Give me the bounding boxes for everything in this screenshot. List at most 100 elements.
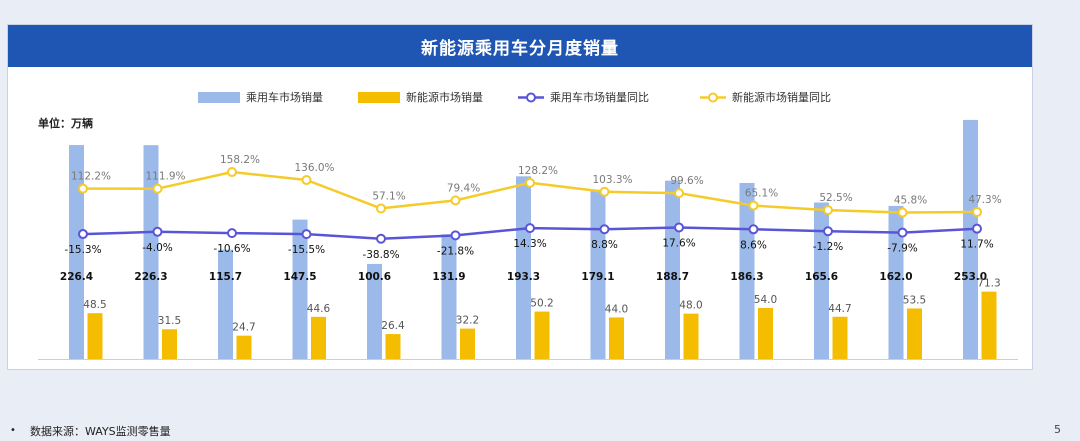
bar-passenger-label-5: 100.6	[358, 271, 391, 283]
passenger-yoy-label-4: -15.5%	[288, 244, 325, 256]
bar-passenger-label-1: 226.4	[60, 271, 93, 283]
legend-swatch-2	[358, 92, 400, 103]
passenger-yoy-point-1	[78, 229, 88, 240]
legend-label-3: 乘用车市场销量同比	[550, 90, 649, 104]
passenger-yoy-point-4	[301, 229, 312, 240]
legend-marker-3	[526, 92, 536, 103]
unit-label: 单位：万辆	[38, 116, 93, 130]
bar-passenger-label-4: 147.5	[283, 271, 316, 283]
nev-yoy-label-2: 111.9%	[145, 171, 185, 183]
bar-passenger-label-10: 186.3	[730, 271, 763, 283]
nev-yoy-point-13	[972, 206, 982, 217]
bar-passenger-label-9: 188.7	[656, 271, 689, 283]
nev-yoy-label-7: 128.2%	[518, 165, 558, 177]
nev-yoy-label-10: 65.1%	[745, 188, 778, 200]
bar-nev-6	[460, 328, 475, 359]
page-number: 5	[1054, 423, 1061, 436]
bar-nev-label-8: 44.0	[605, 303, 628, 315]
bar-nev-1	[87, 313, 103, 359]
passenger-yoy-label-9: 17.6%	[662, 237, 695, 249]
legend-label-4: 新能源市场销量同比	[732, 90, 831, 104]
bar-passenger-label-8: 179.1	[581, 271, 614, 283]
bar-nev-11	[832, 316, 848, 359]
bar-passenger-label-6: 131.9	[432, 271, 465, 283]
bar-nev-label-3: 24.7	[232, 322, 255, 334]
bar-passenger-5	[367, 263, 382, 359]
nev-yoy-point-10	[748, 200, 759, 211]
bar-passenger-label-11: 165.6	[805, 271, 838, 283]
nev-yoy-point-6	[450, 195, 461, 206]
bar-nev-13	[981, 291, 997, 359]
bar-nev-label-10: 54.0	[754, 294, 777, 306]
nev-yoy-point-3	[227, 167, 237, 178]
bar-passenger-label-3: 115.7	[209, 271, 242, 283]
nev-yoy-point-7	[525, 177, 535, 188]
bar-passenger-6	[441, 234, 457, 359]
passenger-yoy-point-7	[525, 223, 535, 234]
bar-nev-label-11: 44.7	[828, 303, 851, 315]
bar-nev-2	[162, 329, 177, 359]
bar-nev-4	[311, 316, 326, 359]
bar-nev-label-2: 31.5	[158, 315, 181, 327]
bar-passenger-7	[516, 176, 531, 359]
passenger-yoy-point-11	[823, 226, 833, 237]
bar-passenger-9	[665, 180, 680, 359]
passenger-yoy-label-7: 14.3%	[513, 238, 546, 250]
legend-marker-4	[708, 92, 718, 103]
bar-passenger-2	[143, 145, 159, 359]
passenger-yoy-point-9	[674, 222, 684, 233]
bar-nev-9	[683, 313, 699, 359]
passenger-yoy-label-1: -15.3%	[64, 244, 101, 256]
passenger-yoy-label-13: 11.7%	[960, 239, 993, 251]
chart-panel: 新能源乘用车分月度销量 乘用车市场销量 新能源市场销量 乘用车市场销量同比 新能源市场…	[7, 24, 1033, 370]
passenger-yoy-point-10	[748, 224, 759, 235]
data-source-note: 数据来源：WAYS监测零售量	[30, 425, 171, 438]
bar-nev-label-6: 32.2	[456, 315, 479, 327]
nev-yoy-point-12	[897, 207, 908, 218]
bar-nev-7	[534, 311, 550, 359]
passenger-yoy-label-8: 8.8%	[591, 239, 618, 251]
legend-label-1: 乘用车市场销量	[246, 90, 323, 104]
bar-passenger-4	[292, 219, 308, 359]
nev-yoy-label-3: 158.2%	[220, 154, 260, 166]
passenger-yoy-label-10: 8.6%	[740, 239, 767, 251]
bar-passenger-13	[963, 119, 978, 359]
chart-title-bar: 新能源乘用车分月度销量	[8, 25, 1032, 67]
footer-bullet: •	[10, 425, 16, 436]
nev-yoy-point-9	[674, 188, 684, 199]
bar-nev-5	[385, 334, 401, 359]
passenger-yoy-point-2	[152, 226, 163, 237]
bar-passenger-3	[218, 249, 233, 359]
passenger-yoy-label-2: -4.0%	[142, 242, 172, 254]
legend-swatch-1	[198, 92, 240, 103]
bar-nev-label-12: 53.5	[903, 294, 926, 306]
bar-nev-label-7: 50.2	[530, 298, 553, 310]
nev-yoy-point-2	[152, 183, 163, 194]
nev-yoy-label-11: 52.5%	[819, 192, 852, 204]
passenger-yoy-point-5	[376, 233, 386, 244]
passenger-yoy-label-3: -10.6%	[213, 243, 250, 255]
passenger-yoy-point-13	[972, 223, 982, 234]
bar-passenger-label-13: 253.0	[954, 271, 987, 283]
nev-yoy-label-1: 112.2%	[71, 171, 111, 183]
nev-yoy-point-5	[376, 203, 386, 214]
nev-yoy-label-12: 45.8%	[894, 195, 927, 207]
nev-yoy-point-11	[823, 205, 833, 216]
bar-nev-label-1: 48.5	[83, 299, 106, 311]
chart-title: 新能源乘用车分月度销量	[421, 38, 619, 59]
bar-passenger-1	[69, 145, 84, 359]
bar-nev-12	[907, 308, 922, 359]
bar-nev-3	[236, 335, 252, 359]
passenger-yoy-point-12	[897, 227, 908, 238]
nev-yoy-point-1	[78, 183, 88, 194]
bar-nev-8	[609, 317, 624, 359]
bar-nev-10	[758, 307, 773, 359]
passenger-yoy-point-6	[450, 230, 461, 241]
passenger-yoy-label-11: -1.2%	[813, 241, 843, 253]
passenger-yoy-label-12: -7.9%	[887, 243, 917, 255]
bar-passenger-12	[888, 205, 904, 359]
nev-yoy-point-4	[301, 175, 312, 186]
passenger-yoy-label-6: -21.8%	[437, 245, 474, 257]
nev-yoy-label-8: 103.3%	[592, 174, 632, 186]
